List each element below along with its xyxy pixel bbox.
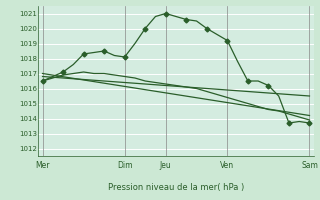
Text: Dim: Dim [117, 161, 132, 170]
Text: Jeu: Jeu [160, 161, 172, 170]
Text: Pression niveau de la mer( hPa ): Pression niveau de la mer( hPa ) [108, 183, 244, 192]
Text: Mer: Mer [35, 161, 50, 170]
Text: Ven: Ven [220, 161, 235, 170]
Text: Sam: Sam [301, 161, 318, 170]
